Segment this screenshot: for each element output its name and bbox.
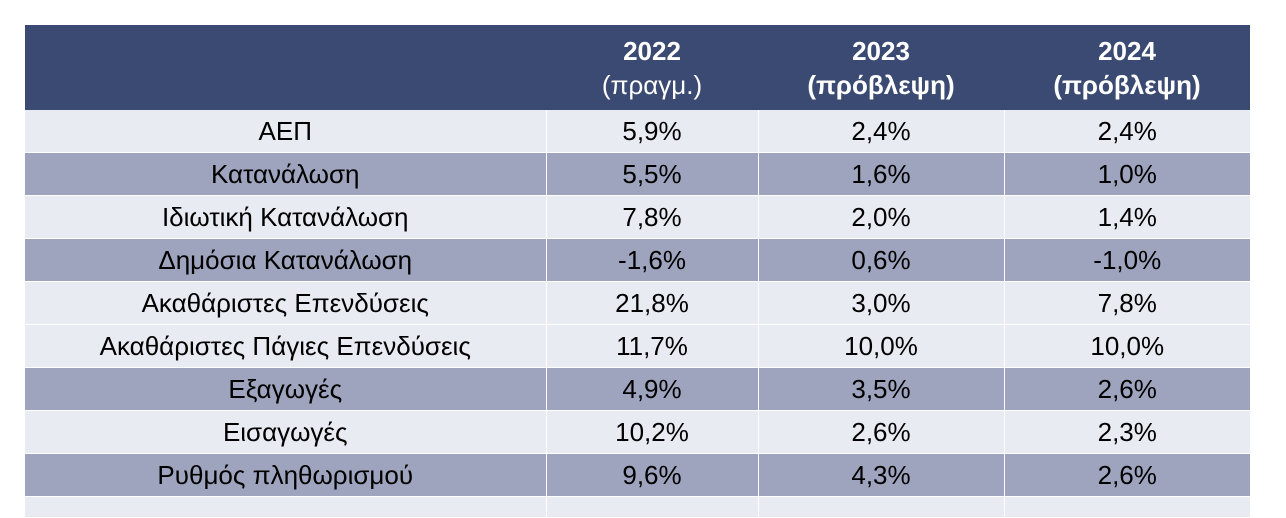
header-year-note: (πρόβλεψη) bbox=[1053, 69, 1201, 100]
cell-2023: 2,4% bbox=[757, 110, 1005, 153]
header-year-2023: 2023 (πρόβλεψη) bbox=[758, 25, 1004, 110]
cell-2023: 1,6% bbox=[757, 152, 1005, 196]
header-year-label: 2024 bbox=[1098, 35, 1156, 66]
table-row-cutoff bbox=[25, 496, 1250, 518]
row-label: Εισαγωγές bbox=[25, 410, 547, 454]
cell-2022: 5,5% bbox=[545, 152, 759, 196]
row-label: Κατανάλωση bbox=[25, 152, 547, 196]
empty-cell bbox=[1003, 496, 1250, 518]
empty-cell bbox=[757, 496, 1005, 518]
cell-2023: 3,5% bbox=[757, 367, 1005, 411]
cell-2022: 7,8% bbox=[545, 195, 759, 239]
table-row: Εισαγωγές 10,2% 2,6% 2,3% bbox=[25, 410, 1250, 454]
row-label: Ρυθμός πληθωρισμού bbox=[25, 453, 547, 497]
cell-2023: 0,6% bbox=[757, 238, 1005, 282]
header-year-note: (πραγμ.) bbox=[601, 69, 703, 100]
cell-2023: 2,0% bbox=[757, 195, 1005, 239]
header-year-label: 2023 bbox=[852, 35, 910, 66]
cell-2022: 21,8% bbox=[545, 281, 759, 325]
cell-2022: 5,9% bbox=[545, 110, 759, 153]
cell-2022: 9,6% bbox=[545, 453, 759, 497]
cell-2024: 10,0% bbox=[1003, 324, 1250, 368]
cell-2022: 10,2% bbox=[545, 410, 759, 454]
table-row: Ρυθμός πληθωρισμού 9,6% 4,3% 2,6% bbox=[25, 453, 1250, 497]
table-row: Ιδιωτική Κατανάλωση 7,8% 2,0% 1,4% bbox=[25, 195, 1250, 239]
cell-2022: 11,7% bbox=[545, 324, 759, 368]
header-year-2022: 2022 (πραγμ.) bbox=[546, 25, 758, 110]
cell-2023: 4,3% bbox=[757, 453, 1005, 497]
header-year-label: 2022 bbox=[623, 35, 681, 66]
row-label: Ιδιωτική Κατανάλωση bbox=[25, 195, 547, 239]
table-row: Δημόσια Κατανάλωση -1,6% 0,6% -1,0% bbox=[25, 238, 1250, 282]
cell-2023: 3,0% bbox=[757, 281, 1005, 325]
row-label: Εξαγωγές bbox=[25, 367, 547, 411]
table-row: Ακαθάριστες Πάγιες Επενδύσεις 11,7% 10,0… bbox=[25, 324, 1250, 368]
cell-2024: -1,0% bbox=[1003, 238, 1250, 282]
row-label: Δημόσια Κατανάλωση bbox=[25, 238, 547, 282]
table-row: Κατανάλωση 5,5% 1,6% 1,0% bbox=[25, 152, 1250, 196]
empty-cell bbox=[25, 496, 547, 518]
cell-2022: 4,9% bbox=[545, 367, 759, 411]
empty-cell bbox=[545, 496, 759, 518]
table-row: Εξαγωγές 4,9% 3,5% 2,6% bbox=[25, 367, 1250, 411]
table-row: ΑΕΠ 5,9% 2,4% 2,4% bbox=[25, 110, 1250, 153]
table-header-row: 2022 (πραγμ.) 2023 (πρόβλεψη) 2024 (πρόβ… bbox=[25, 25, 1250, 110]
cell-2024: 1,0% bbox=[1003, 152, 1250, 196]
header-year-note: (πρόβλεψη) bbox=[807, 69, 955, 100]
header-indicator-column bbox=[25, 25, 546, 110]
economic-forecast-table: 2022 (πραγμ.) 2023 (πρόβλεψη) 2024 (πρόβ… bbox=[25, 25, 1250, 518]
cell-2023: 10,0% bbox=[757, 324, 1005, 368]
table-row: Ακαθάριστες Επενδύσεις 21,8% 3,0% 7,8% bbox=[25, 281, 1250, 325]
cell-2024: 2,4% bbox=[1003, 110, 1250, 153]
cell-2024: 2,6% bbox=[1003, 453, 1250, 497]
row-label: Ακαθάριστες Επενδύσεις bbox=[25, 281, 547, 325]
cell-2023: 2,6% bbox=[757, 410, 1005, 454]
cell-2024: 7,8% bbox=[1003, 281, 1250, 325]
row-label: Ακαθάριστες Πάγιες Επενδύσεις bbox=[25, 324, 547, 368]
cell-2024: 1,4% bbox=[1003, 195, 1250, 239]
forecast-table-container: 2022 (πραγμ.) 2023 (πρόβλεψη) 2024 (πρόβ… bbox=[25, 25, 1250, 518]
cell-2024: 2,6% bbox=[1003, 367, 1250, 411]
row-label: ΑΕΠ bbox=[25, 110, 547, 153]
cell-2024: 2,3% bbox=[1003, 410, 1250, 454]
header-year-2024: 2024 (πρόβλεψη) bbox=[1004, 25, 1250, 110]
cell-2022: -1,6% bbox=[545, 238, 759, 282]
